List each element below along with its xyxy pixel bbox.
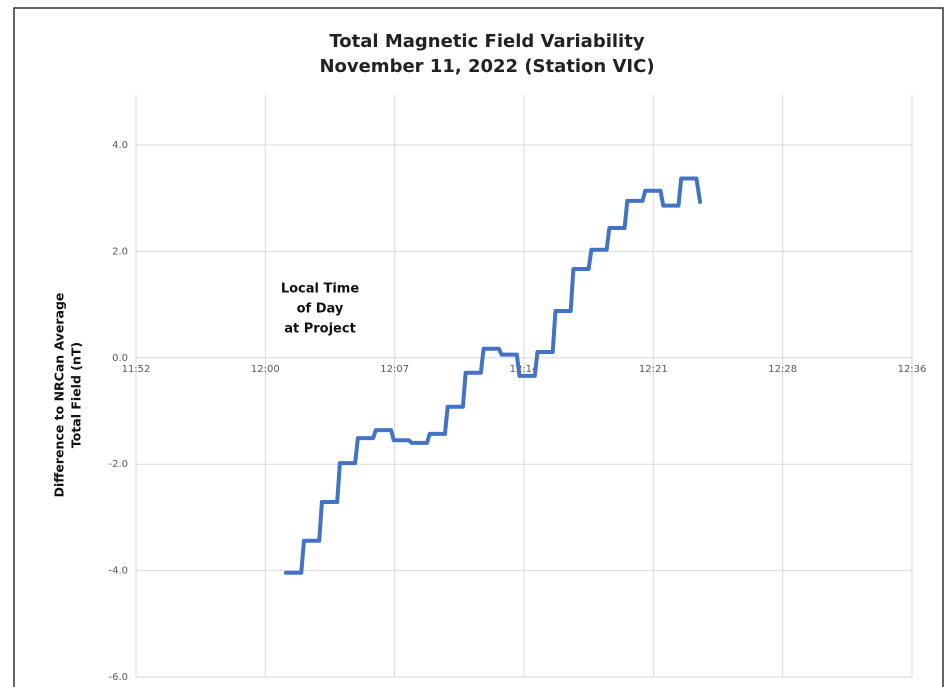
chart-title: Total Magnetic Field Variability (329, 31, 644, 52)
x-tick-label: 12:21 (639, 364, 668, 375)
annotation: at Project (284, 322, 356, 337)
y-tick-label: -4.0 (108, 566, 128, 577)
y-tick-label: -6.0 (108, 672, 128, 683)
x-tick-label: 12:14 (510, 364, 539, 375)
annotation: of Day (297, 302, 344, 317)
chart-frame (13, 7, 944, 687)
chart-title: November 11, 2022 (Station VIC) (319, 56, 654, 77)
y-tick-label: 4.0 (112, 140, 128, 151)
y-axis-label: Total Field (nT) (69, 342, 84, 448)
x-tick-label: 12:00 (251, 364, 280, 375)
x-tick-label: 12:07 (380, 364, 409, 375)
annotation: Local Time (281, 282, 360, 297)
y-axis-label: Difference to NRCan Average (52, 293, 67, 498)
y-tick-label: -2.0 (108, 459, 128, 470)
x-tick-label: 12:28 (768, 364, 797, 375)
data-line (283, 176, 703, 575)
x-tick-label: 12:36 (898, 364, 927, 375)
y-tick-label: 0.0 (112, 353, 128, 364)
x-tick-label: 11:52 (122, 364, 151, 375)
y-tick-label: 2.0 (112, 246, 128, 257)
